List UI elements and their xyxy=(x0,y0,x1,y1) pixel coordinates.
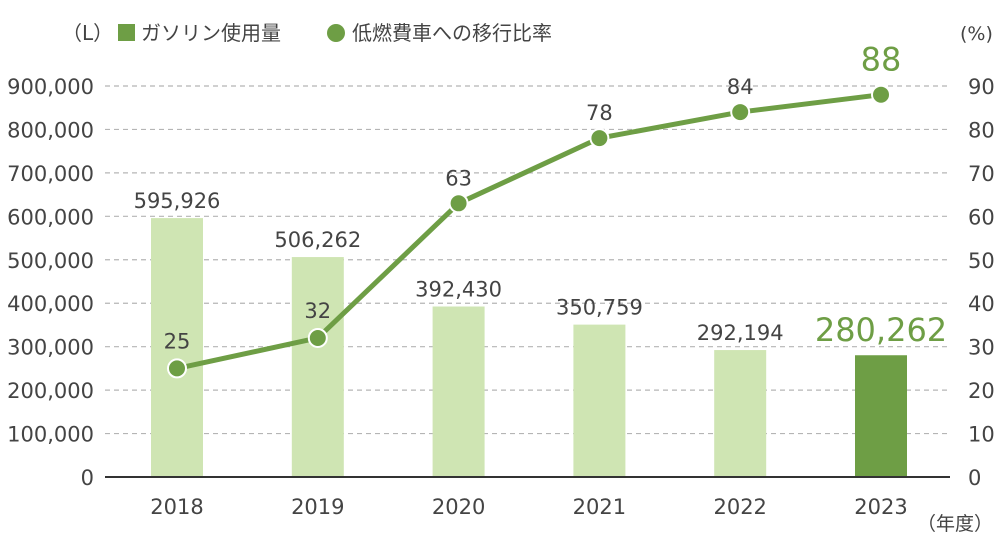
bar-value-label: 506,262 xyxy=(274,228,361,252)
legend: （L） ガソリン使用量 低燃費車への移行比率 xyxy=(62,21,552,45)
left-tick-label: 300,000 xyxy=(7,336,94,360)
ratio-line-path xyxy=(176,92,882,371)
bar-2022 xyxy=(714,350,767,477)
right-tick-label: 90 xyxy=(968,75,995,99)
bar-2021 xyxy=(573,324,626,477)
legend-line-swatch xyxy=(327,24,345,42)
bar-value-label: 392,430 xyxy=(415,278,502,302)
legend-bar-label: ガソリン使用量 xyxy=(141,21,281,45)
x-tick-label: 2021 xyxy=(573,495,626,519)
bar-value-label: 595,926 xyxy=(134,189,221,213)
right-tick-label: 30 xyxy=(968,336,995,360)
right-tick-label: 60 xyxy=(968,205,995,229)
ratio-value-label: 25 xyxy=(164,329,191,353)
bar-value-label: 350,759 xyxy=(556,296,643,320)
bar-value-label: 280,262 xyxy=(815,311,947,349)
right-tick-label: 0 xyxy=(968,466,981,490)
data-labels: 595,926 506,262 392,430 350,759 292,194 280,2… xyxy=(134,41,948,354)
left-tick-label: 200,000 xyxy=(7,379,94,403)
grid-lines xyxy=(105,85,950,435)
ratio-line xyxy=(167,84,891,379)
x-tick-label: 2018 xyxy=(150,495,203,519)
left-axis-unit: （L） xyxy=(62,21,113,45)
bar-2020 xyxy=(432,306,485,477)
ratio-point-2022 xyxy=(730,102,751,123)
left-tick-label: 600,000 xyxy=(7,205,94,229)
left-tick-label: 0 xyxy=(81,466,94,490)
right-tick-label: 40 xyxy=(968,292,995,316)
x-axis-unit: （年度） xyxy=(917,513,993,535)
right-tick-label: 10 xyxy=(968,423,995,447)
ratio-point-2023 xyxy=(871,84,891,105)
x-tick-label: 2019 xyxy=(291,495,344,519)
x-tick-label: 2022 xyxy=(713,495,766,519)
ratio-value-label: 78 xyxy=(586,101,613,125)
ratio-value-label: 84 xyxy=(727,75,754,99)
bars xyxy=(151,218,907,477)
left-tick-label: 500,000 xyxy=(7,249,94,273)
right-axis-unit: (%) xyxy=(960,23,993,45)
bar-2018 xyxy=(151,218,203,477)
bar-2019 xyxy=(291,257,344,477)
ratio-point-2019 xyxy=(307,327,328,348)
right-tick-label: 80 xyxy=(968,118,995,142)
ratio-value-label: 32 xyxy=(304,299,331,323)
ratio-point-2018 xyxy=(167,358,187,379)
left-tick-label: 700,000 xyxy=(7,162,94,186)
legend-line-label: 低燃費車への移行比率 xyxy=(352,21,552,45)
left-tick-label: 400,000 xyxy=(7,292,94,316)
ratio-value-label: 63 xyxy=(445,166,472,190)
bar-value-label: 292,194 xyxy=(697,321,784,345)
axes: 0 0 100,000 10 200,000 20 300,000 30 400,000 40 50… xyxy=(7,75,995,519)
ratio-point-2021 xyxy=(589,128,610,149)
bar-2023 xyxy=(855,355,907,477)
left-tick-label: 900,000 xyxy=(7,75,94,99)
legend-bar-swatch xyxy=(118,24,135,41)
right-tick-label: 20 xyxy=(968,379,995,403)
ratio-point-2020 xyxy=(448,193,469,214)
x-tick-label: 2020 xyxy=(432,495,485,519)
left-tick-label: 100,000 xyxy=(7,423,94,447)
right-tick-label: 70 xyxy=(968,162,995,186)
ratio-value-label: 88 xyxy=(861,41,902,79)
right-tick-label: 50 xyxy=(968,249,995,273)
left-tick-label: 800,000 xyxy=(7,118,94,142)
x-tick-label: 2023 xyxy=(854,495,907,519)
